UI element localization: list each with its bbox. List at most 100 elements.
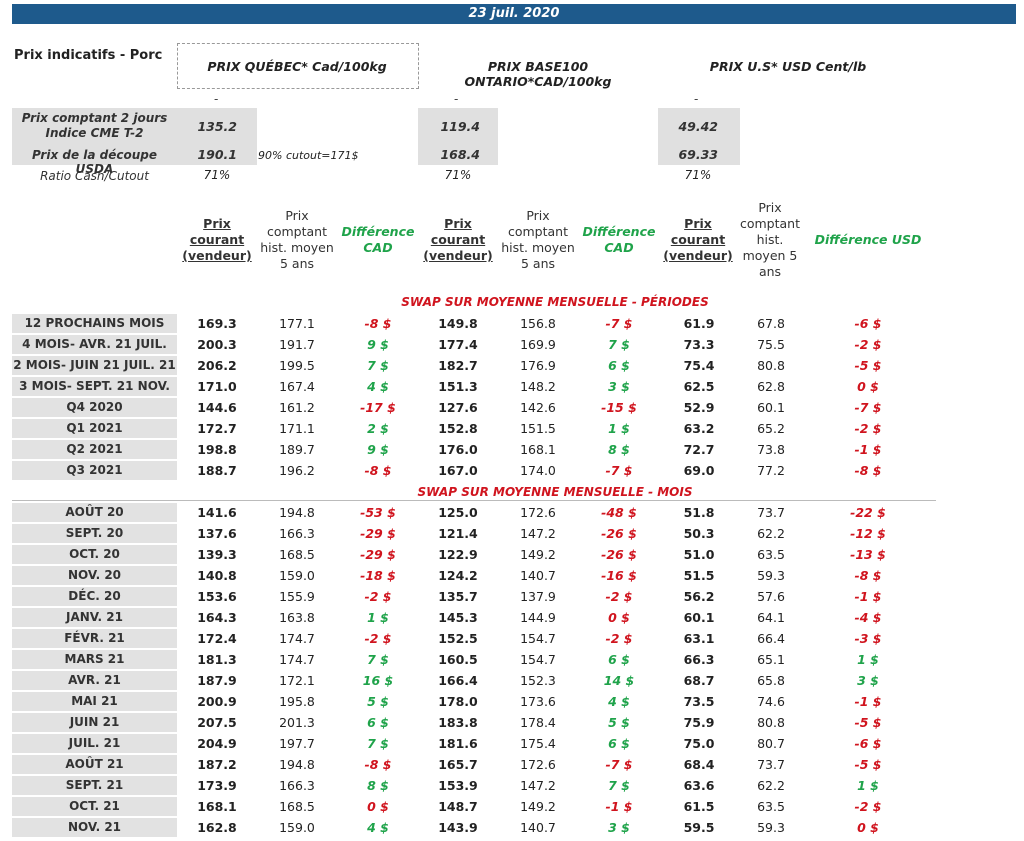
cell-od: 7 $ [608, 337, 630, 352]
cell-qd: 6 $ [367, 715, 389, 730]
cell-od: 7 $ [608, 778, 630, 793]
cell-qd: -2 $ [364, 631, 392, 646]
cell-q: 139.3 [197, 547, 237, 562]
quebec-column-header: PRIX QUÉBEC* Cad/100kg [207, 59, 387, 74]
row-label: JUIN 21 [12, 713, 177, 732]
row-label: SEPT. 20 [12, 524, 177, 543]
cell-q: 171.0 [197, 379, 237, 394]
cell-u: 75.0 [683, 736, 715, 751]
row-label: 2 MOIS- JUIN 21 JUIL. 21 [12, 356, 177, 375]
cell-uh: 73.8 [757, 442, 785, 457]
cell-ud: -4 $ [854, 610, 882, 625]
header-hist-ontario: Prix comptant hist. moyen 5 ans [501, 208, 575, 271]
cell-qh: 196.2 [279, 463, 315, 478]
cell-od: -2 $ [605, 589, 633, 604]
cell-o: 177.4 [438, 337, 478, 352]
cutout-us: 69.33 [678, 147, 718, 162]
header-diff-us: Différence USD [814, 232, 922, 247]
cell-q: 164.3 [197, 610, 237, 625]
cell-qh: 197.7 [279, 736, 315, 751]
cell-u: 69.0 [683, 463, 715, 478]
cell-o: 153.9 [438, 778, 478, 793]
cell-qd: 4 $ [367, 379, 389, 394]
cell-qh: 166.3 [279, 526, 315, 541]
cell-o: 176.0 [438, 442, 478, 457]
cell-u: 68.4 [683, 757, 715, 772]
cell-q: 187.2 [197, 757, 237, 772]
row-label: Q4 2020 [12, 398, 177, 417]
cell-oh: 148.2 [520, 379, 556, 394]
cell-qd: 7 $ [367, 652, 389, 667]
cell-od: -7 $ [605, 463, 633, 478]
cell-qd: 2 $ [367, 421, 389, 436]
cell-ud: -5 $ [854, 757, 882, 772]
cell-ud: -13 $ [850, 547, 886, 562]
cell-ud: -8 $ [854, 463, 882, 478]
cell-ud: -1 $ [854, 442, 882, 457]
summary-bg-us [658, 108, 740, 165]
ratio-us: 71% [684, 168, 712, 182]
cell-qd: 5 $ [367, 694, 389, 709]
cell-uh: 63.5 [757, 547, 785, 562]
cell-qd: 9 $ [367, 442, 389, 457]
cell-od: -48 $ [601, 505, 637, 520]
cell-uh: 80.7 [757, 736, 785, 751]
cell-od: 6 $ [608, 736, 630, 751]
row-label: 3 MOIS- SEPT. 21 NOV. 21 [12, 377, 177, 412]
cell-qd: 8 $ [367, 778, 389, 793]
row-label: Q3 2021 [12, 461, 177, 480]
cell-uh: 65.8 [757, 673, 785, 688]
cell-u: 66.3 [683, 652, 715, 667]
cell-q: 181.3 [197, 652, 237, 667]
row-label: OCT. 20 [12, 545, 177, 564]
cell-ud: -22 $ [850, 505, 886, 520]
cell-qh: 194.8 [279, 505, 315, 520]
cell-uh: 57.6 [757, 589, 785, 604]
cell-uh: 63.5 [757, 799, 785, 814]
header-current-ontario: Prix courant (vendeur) [423, 216, 493, 263]
cell-q: 188.7 [197, 463, 237, 478]
cell-q: 168.1 [197, 799, 237, 814]
cell-uh: 80.8 [757, 358, 785, 373]
row-label: NOV. 20 [12, 566, 177, 585]
ratio-ontario: 71% [444, 168, 472, 182]
cell-q: 144.6 [197, 400, 237, 415]
cell-uh: 74.6 [757, 694, 785, 709]
header-hist-quebec: Prix comptant hist. moyen 5 ans [260, 208, 334, 271]
cell-o: 181.6 [438, 736, 478, 751]
cell-qd: 7 $ [367, 736, 389, 751]
header-current-us: Prix courant (vendeur) [663, 216, 733, 263]
ratio-label: Ratio Cash/Cutout [40, 169, 149, 183]
cell-qh: 174.7 [279, 652, 315, 667]
cell-o: 166.4 [438, 673, 478, 688]
cell-uh: 65.2 [757, 421, 785, 436]
cell-oh: 147.2 [520, 526, 556, 541]
cell-u: 51.8 [683, 505, 715, 520]
cell-qd: -2 $ [364, 589, 392, 604]
cell-o: 151.3 [438, 379, 478, 394]
dash: - [454, 92, 459, 106]
cell-uh: 62.2 [757, 778, 785, 793]
cell-uh: 66.4 [757, 631, 785, 646]
cell-qd: -17 $ [360, 400, 396, 415]
cell-qh: 194.8 [279, 757, 315, 772]
cell-uh: 62.2 [757, 526, 785, 541]
cell-od: 3 $ [608, 379, 630, 394]
cell-qd: -18 $ [360, 568, 396, 583]
row-label: 12 PROCHAINS MOIS [12, 314, 177, 333]
cell-oh: 156.8 [520, 316, 556, 331]
header-current-quebec: Prix courant (vendeur) [182, 216, 252, 263]
cell-ud: 0 $ [857, 379, 879, 394]
cell-u: 72.7 [683, 442, 715, 457]
cell-ud: 1 $ [857, 778, 879, 793]
row-label: NOV. 21 [12, 818, 177, 837]
cell-ud: 3 $ [857, 673, 879, 688]
cell-oh: 168.1 [520, 442, 556, 457]
cell-qd: -8 $ [364, 463, 392, 478]
row-label: JANV. 21 [12, 608, 177, 627]
cell-qd: 1 $ [367, 610, 389, 625]
cell-oh: 144.9 [520, 610, 556, 625]
row-label: MAI 21 [12, 692, 177, 711]
cell-u: 50.3 [683, 526, 715, 541]
cell-ud: -12 $ [850, 526, 886, 541]
